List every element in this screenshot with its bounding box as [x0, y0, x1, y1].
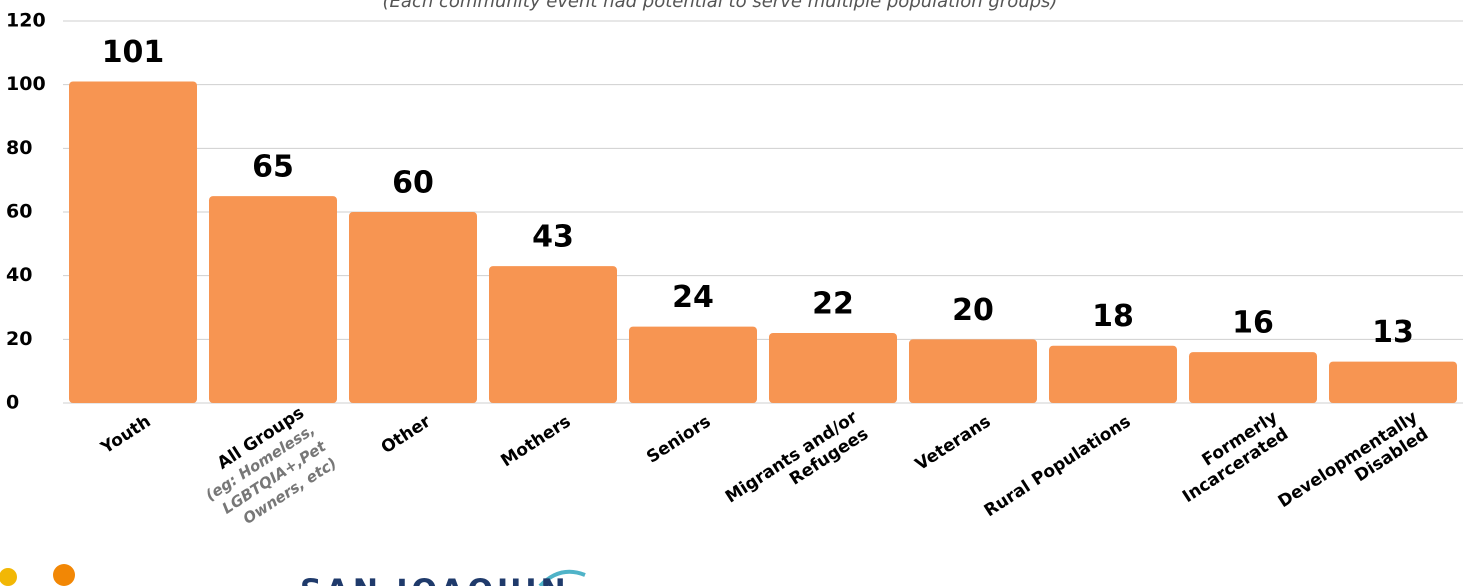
- value-label: 24: [672, 280, 714, 315]
- bar: [1049, 345, 1177, 403]
- x-tick-label: Veterans: [912, 412, 995, 475]
- x-tick-label: Mothers: [497, 412, 574, 472]
- bar: [769, 332, 897, 403]
- value-label: 101: [102, 35, 165, 70]
- x-tick-label: DevelopmentallyDisabled: [1275, 407, 1432, 529]
- bar: [489, 266, 617, 403]
- value-label: 13: [1372, 315, 1414, 350]
- y-tick-label: 120: [6, 10, 46, 32]
- x-tick-label: Rural Populations: [981, 412, 1135, 522]
- logos: [0, 564, 586, 586]
- logo-text: SAN JOAQUIN: [300, 574, 570, 586]
- logo-shape: [0, 568, 17, 586]
- y-tick-label: 40: [6, 264, 32, 286]
- bar: [1189, 352, 1317, 403]
- x-tick-label: Other: [378, 411, 435, 458]
- bar: [629, 326, 757, 403]
- value-label: 43: [532, 220, 574, 255]
- bar: [909, 339, 1037, 403]
- value-label: 22: [812, 286, 854, 321]
- logo-shape: [538, 569, 586, 586]
- value-label: 60: [392, 166, 434, 201]
- chart-subtitle: (Each community event had potential to s…: [383, 0, 1058, 12]
- x-tick-label: Migrants and/orRefugees: [722, 407, 873, 524]
- value-label: 20: [952, 293, 994, 328]
- bar: [349, 212, 477, 403]
- y-tick-label: 60: [6, 201, 32, 223]
- y-tick-label: 80: [6, 137, 32, 159]
- x-tick-label: All Groups(eg: Homeless,LGBTQIA+,PetOwne…: [191, 402, 341, 537]
- value-label: 18: [1092, 299, 1134, 334]
- y-tick-label: 100: [6, 73, 46, 95]
- bar: [1329, 361, 1457, 403]
- logo-shape: [53, 564, 75, 586]
- y-tick-label: 0: [6, 392, 19, 414]
- value-label: 65: [252, 150, 294, 185]
- y-tick-label: 20: [6, 328, 32, 350]
- x-tick-label: Seniors: [643, 412, 714, 468]
- x-tick-label: Youth: [97, 412, 155, 459]
- bar: [69, 81, 197, 403]
- value-label: 16: [1232, 306, 1274, 341]
- bar: [209, 196, 337, 403]
- x-tick-label: FormerlyIncarcerated: [1168, 407, 1292, 507]
